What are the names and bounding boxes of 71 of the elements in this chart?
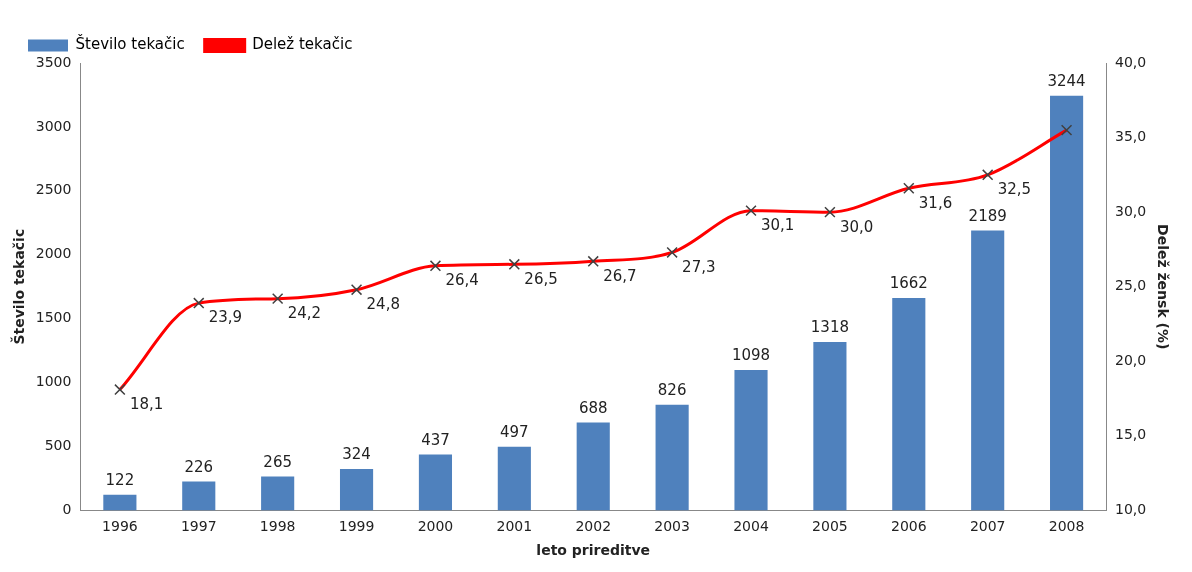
data-label: 24,8 — [366, 295, 400, 314]
data-label: 1318 — [810, 318, 849, 337]
bar — [655, 404, 689, 511]
data-label: 688 — [578, 398, 608, 417]
data-label: 1098 — [731, 346, 771, 365]
y2-tick-label: 30,0 — [1115, 202, 1147, 219]
data-label: 30,1 — [761, 216, 795, 235]
data-label: 324 — [342, 445, 371, 464]
bar — [971, 230, 1005, 511]
y-tick-label: 0 — [62, 501, 72, 518]
legend-label: Število tekačic — [75, 34, 185, 54]
data-label: 26,7 — [603, 266, 637, 285]
y2-tick-label: 25,0 — [1115, 277, 1147, 294]
x-tick-label: 1997 — [180, 518, 217, 535]
bar — [103, 494, 137, 511]
x-tick-label: 1999 — [338, 518, 375, 535]
data-label: 30,0 — [839, 217, 874, 236]
y-tick-label: 2000 — [35, 245, 72, 262]
x-axis-title: leto prireditve — [536, 542, 651, 559]
bar — [1050, 95, 1084, 511]
data-label: 437 — [421, 430, 450, 449]
data-label: 226 — [184, 457, 214, 476]
data-label: 3244 — [1047, 72, 1086, 91]
data-label: 826 — [657, 381, 687, 400]
x-tick-label: 2008 — [1048, 518, 1085, 535]
y2-tick-label: 15,0 — [1115, 426, 1147, 443]
x-tick-label: 2000 — [417, 518, 454, 535]
data-label: 32,5 — [997, 180, 1032, 199]
bar — [497, 446, 531, 511]
x-tick-label: 1996 — [102, 518, 138, 535]
bar — [182, 481, 216, 511]
x-tick-label: 2001 — [496, 518, 533, 535]
y2-axis-title: Delež žensk (%) — [1154, 224, 1171, 350]
data-label: 18,1 — [129, 394, 164, 413]
y2-tick-label: 10,0 — [1115, 501, 1147, 518]
bar — [418, 454, 453, 511]
data-label: 122 — [105, 471, 135, 490]
x-tick-label: 1998 — [259, 518, 296, 535]
data-label: 23,9 — [208, 308, 243, 327]
data-label: 31,6 — [918, 193, 953, 212]
data-label: 1662 — [889, 274, 928, 293]
data-label: 497 — [500, 423, 529, 442]
legend-label: Delež tekačic — [252, 35, 353, 54]
data-label: 24,2 — [287, 304, 322, 323]
x-tick-label: 2007 — [969, 518, 1006, 535]
x-tick-label: 2003 — [654, 518, 690, 535]
bar — [813, 341, 847, 511]
bar — [734, 370, 768, 511]
y-axis-title: Število tekačic — [10, 228, 28, 345]
y-tick-label: 1500 — [35, 309, 72, 326]
y-tick-label: 2500 — [35, 181, 72, 198]
data-label: 26,5 — [524, 269, 558, 288]
data-label: 265 — [263, 452, 292, 471]
bar — [576, 422, 610, 511]
bar — [339, 468, 374, 511]
y2-tick-label: 20,0 — [1115, 351, 1147, 368]
y-tick-label: 3500 — [35, 53, 72, 70]
y-tick-label: 1000 — [35, 373, 72, 390]
data-label: 2189 — [968, 206, 1007, 225]
x-tick-label: 2004 — [733, 518, 769, 535]
x-tick-label: 2006 — [890, 518, 927, 535]
bar — [261, 476, 295, 511]
data-label: 27,3 — [682, 257, 716, 276]
y2-tick-label: 35,0 — [1115, 128, 1147, 145]
y2-tick-label: 40,0 — [1115, 53, 1147, 70]
x-tick-label: 2005 — [812, 518, 848, 535]
bar — [892, 297, 926, 511]
y-tick-label: 3000 — [35, 117, 72, 134]
data-label: 26,4 — [445, 271, 479, 290]
y-tick-label: 500 — [44, 437, 72, 454]
x-tick-label: 2002 — [575, 518, 612, 535]
